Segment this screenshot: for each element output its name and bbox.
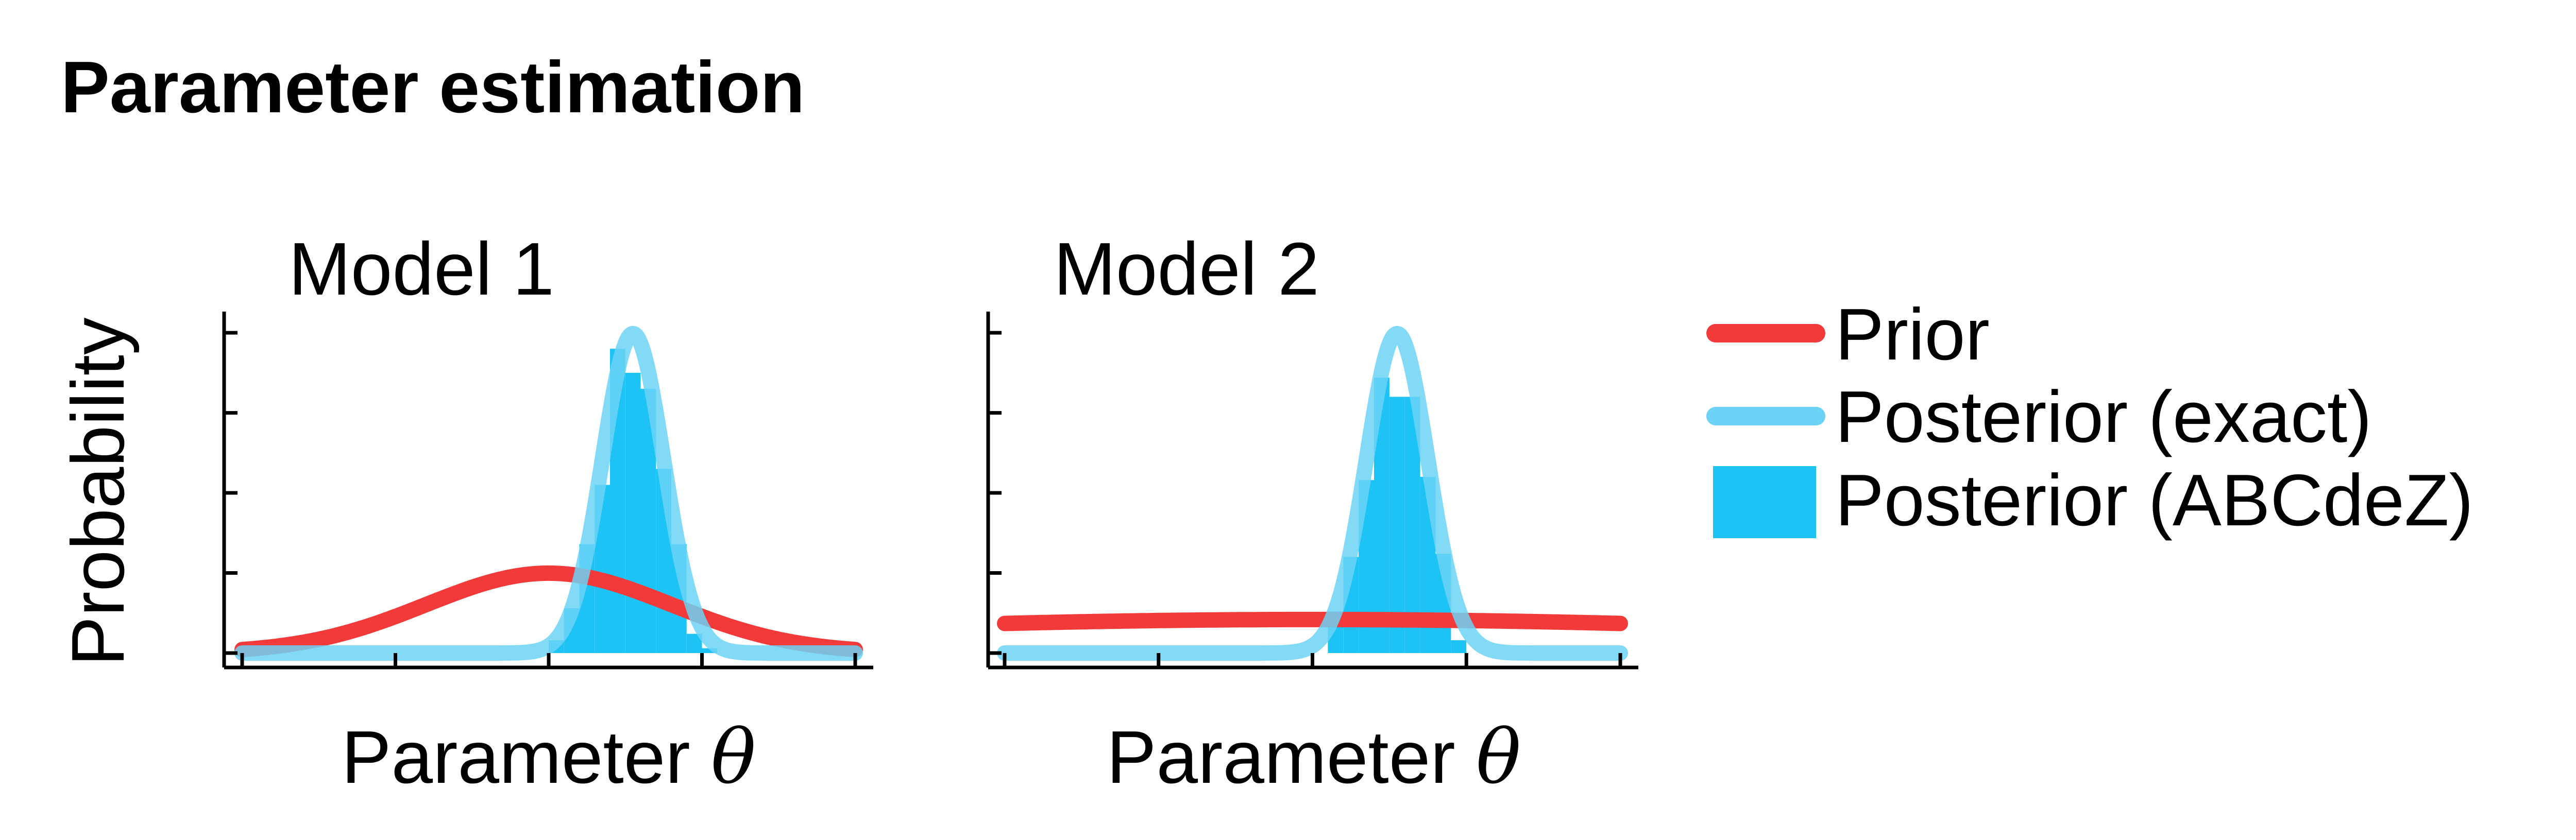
panel-model-2: Model 2 Parameter θ xyxy=(986,227,1638,801)
panel-title-model-1: Model 1 xyxy=(289,227,554,311)
y-axis-label: Probability xyxy=(56,317,140,666)
histogram-bar xyxy=(1389,397,1405,653)
posterior-exact-density-line xyxy=(997,325,1628,661)
prior-density-line xyxy=(234,565,863,658)
legend: Prior Posterior (exact) Posterior (ABCde… xyxy=(1706,294,2473,541)
figure-title: Parameter estimation xyxy=(61,46,805,128)
density-lines-model-2 xyxy=(997,325,1628,661)
histogram-bar xyxy=(702,648,718,653)
histogram-bar xyxy=(1451,640,1467,653)
histogram-bar xyxy=(625,372,641,653)
axes-model-2 xyxy=(986,312,1638,670)
x-axis-label-model-1: Parameter θ xyxy=(342,714,756,801)
legend-label-posterior-exact: Posterior (exact) xyxy=(1835,376,2372,458)
panel-model-1: Model 1 Parameter θ xyxy=(222,227,873,801)
histogram-posterior-abc-model-2 xyxy=(1328,378,1467,653)
x-axis-label-model-2: Parameter θ xyxy=(1107,714,1521,801)
posterior-exact-density-line xyxy=(234,325,863,661)
panel-title-model-2: Model 2 xyxy=(1054,227,1319,311)
legend-swatch-posterior-abcdez xyxy=(1713,466,1816,538)
prior-density-line xyxy=(997,611,1628,631)
density-lines-model-1 xyxy=(234,325,863,661)
legend-label-posterior-abcdez: Posterior (ABCdeZ) xyxy=(1835,459,2473,541)
axes-model-1 xyxy=(222,312,873,670)
legend-label-prior: Prior xyxy=(1835,294,1990,375)
